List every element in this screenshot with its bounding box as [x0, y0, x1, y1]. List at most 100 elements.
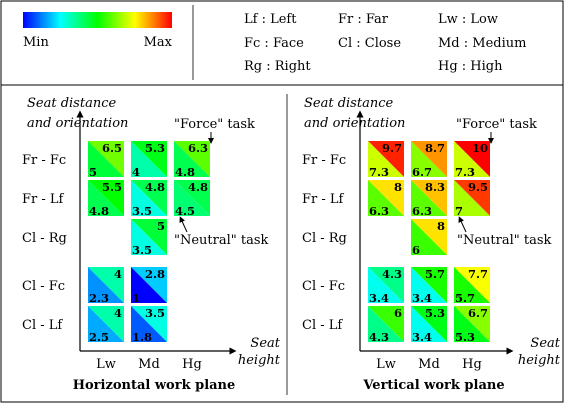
neutral-value: 3.4 — [369, 291, 389, 305]
force-task-label: "Force" task — [456, 117, 537, 132]
neutral-value: 4 — [132, 165, 140, 179]
cell-fr-lf-lw: 5.5 4.8 — [88, 180, 124, 218]
abbrev-right: Rg : Right — [244, 59, 311, 74]
column-label: Hg — [182, 357, 202, 372]
abbrev-face: Fc : Face — [244, 36, 304, 51]
x-axis-label-line2: height — [238, 353, 281, 368]
cell-cl-lf-lw: 64.3 — [368, 306, 404, 344]
neutral-task-arrow — [460, 219, 466, 232]
neutral-value: 3.4 — [412, 291, 432, 305]
cell-cl-lf-hg: 6.75.3 — [454, 306, 490, 344]
force-value: 6.3 — [188, 141, 208, 155]
neutral-value: 4.3 — [369, 330, 389, 344]
force-value: 9.5 — [468, 180, 488, 194]
force-value: 4.3 — [382, 267, 402, 281]
panel-title: Horizontal work plane — [73, 378, 236, 393]
y-axis-label-line1: Seat distance — [27, 96, 116, 111]
cell-fr-lf-md: 8.36.3 — [411, 180, 447, 218]
row-label: Fr - Fc — [302, 153, 346, 168]
cell-fr-lf-md: 4.83.5 — [131, 180, 167, 218]
force-value: 5.3 — [145, 141, 165, 155]
force-value: 5.5 — [102, 180, 122, 194]
column-label: Lw — [376, 357, 396, 372]
force-value: 5.7 — [425, 267, 445, 281]
neutral-value: 2.3 — [89, 291, 109, 305]
cell-cl-rg-md: 86 — [411, 219, 447, 257]
column-label: Md — [418, 357, 440, 372]
cell-cl-lf-lw: 42.5 — [88, 306, 124, 344]
cell-fr-lf-lw: 86.3 — [368, 180, 404, 218]
x-axis-label-line1: Seat — [530, 336, 560, 351]
y-axis-label-line2: and orientation — [27, 116, 128, 131]
cell-fr-lf-hg: 9.57 — [454, 180, 490, 218]
row-label: Cl - Lf — [22, 318, 63, 333]
neutral-task-arrow — [181, 219, 187, 232]
neutral-value: 3.4 — [412, 330, 432, 344]
force-value: 2.8 — [145, 267, 165, 281]
neutral-value: 7.3 — [455, 165, 475, 179]
force-value: 4.8 — [188, 180, 208, 194]
cell-cl-fc-hg: 7.7 5.7 — [454, 267, 490, 305]
neutral-value: 6 — [412, 243, 420, 257]
abbrev-left: Lf : Left — [244, 12, 297, 27]
row-label: Fr - Lf — [302, 192, 345, 207]
cell-fr-lf-hg: 4.8 4.5 — [174, 180, 210, 218]
column-labels: Lw Md Hg — [376, 357, 482, 372]
cell-fr-fc-lw: 9.7 7.3 — [368, 141, 404, 179]
cell-fr-fc-md: 8.7 6.7 — [411, 141, 447, 179]
force-value: 7.7 — [468, 267, 488, 281]
panel-title: Vertical work plane — [362, 378, 504, 393]
cell-cl-rg-md: 53.5 — [131, 219, 167, 257]
x-axis-label-line2: height — [518, 353, 561, 368]
neutral-value: 1 — [132, 291, 140, 305]
column-label: Lw — [96, 357, 116, 372]
cell-cl-fc-md: 2.81 — [131, 267, 167, 305]
abbrev-far: Fr : Far — [338, 12, 389, 27]
panel-vertical-work-plane: Seat distance and orientation Seat heigh… — [302, 96, 561, 393]
cell-fr-fc-lw: 6.55 — [88, 141, 124, 179]
force-value: 6.5 — [102, 141, 122, 155]
force-task-label: "Force" task — [174, 117, 255, 132]
force-value: 8.7 — [425, 141, 445, 155]
force-value: 4 — [114, 267, 122, 281]
neutral-value: 3.5 — [132, 204, 152, 218]
neutral-value: 6.3 — [369, 204, 389, 218]
force-value: 9.7 — [382, 141, 402, 155]
neutral-value: 6.3 — [412, 204, 432, 218]
cell-fr-fc-hg: 6.3 4.8 — [174, 141, 210, 179]
cell-fr-fc-hg: 107.3 — [454, 141, 490, 179]
neutral-value: 5 — [89, 165, 97, 179]
neutral-task-label: "Neutral" task — [457, 233, 552, 248]
force-value: 6.7 — [468, 306, 488, 320]
neutral-value: 4.5 — [175, 204, 195, 218]
legend-max-label: Max — [144, 35, 173, 50]
abbrev-close: Cl : Close — [338, 36, 401, 51]
force-value: 10 — [472, 141, 488, 155]
row-label: Fr - Lf — [22, 192, 65, 207]
neutral-value: 2.5 — [89, 330, 109, 344]
cell-cl-fc-lw: 42.3 — [88, 267, 124, 305]
neutral-value: 3.5 — [132, 243, 152, 257]
row-labels: Fr - Fc Fr - Lf Cl - Rg Cl - Fc Cl - Lf — [302, 153, 347, 333]
y-axis-label-line2: and orientation — [304, 116, 405, 131]
force-value: 5 — [157, 219, 165, 233]
cell-fr-fc-md: 5.34 — [131, 141, 167, 179]
cell-cl-lf-md: 5.3 3.4 — [411, 306, 447, 344]
color-scale-bar — [23, 12, 172, 28]
neutral-value: 4.8 — [175, 165, 195, 179]
force-value: 8 — [394, 180, 402, 194]
neutral-value: 4.8 — [89, 204, 109, 218]
legend: Min Max Lf : Left Fc : Face Rg : Right F… — [23, 5, 526, 80]
neutral-value: 6.7 — [412, 165, 432, 179]
y-axis-label-line1: Seat distance — [304, 96, 393, 111]
cell-cl-fc-lw: 4.3 3.4 — [368, 267, 404, 305]
force-value: 5.3 — [425, 306, 445, 320]
panel-horizontal-work-plane: Seat distance and orientation Seat heigh… — [22, 96, 281, 393]
force-value: 3.5 — [145, 306, 165, 320]
x-axis-label-line1: Seat — [250, 336, 280, 351]
row-label: Cl - Lf — [302, 318, 343, 333]
force-value: 6 — [394, 306, 402, 320]
column-label: Hg — [462, 357, 482, 372]
row-labels: Fr - Fc Fr - Lf Cl - Rg Cl - Fc Cl - Lf — [22, 153, 67, 333]
